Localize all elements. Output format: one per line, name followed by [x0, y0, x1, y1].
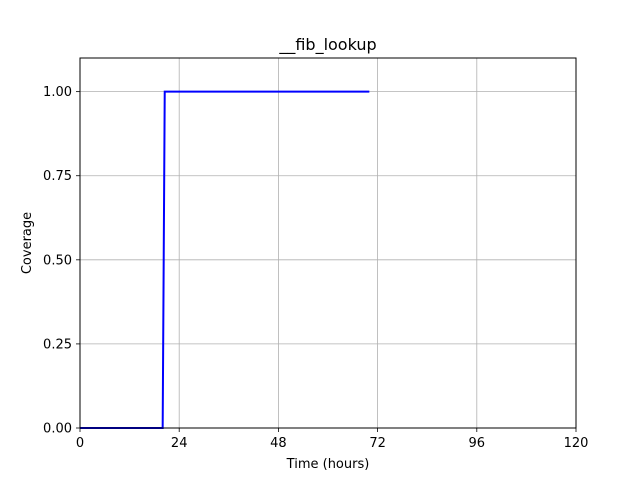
plot-frame	[79, 57, 577, 429]
y-axis-label: Coverage	[20, 212, 35, 274]
y-tick-label: 0.25	[43, 337, 72, 352]
y-tick-label: 0.50	[43, 253, 72, 268]
x-tick-label: 120	[564, 436, 589, 451]
x-tick-label: 0	[76, 436, 84, 451]
y-tick-label: 0.00	[43, 422, 72, 437]
chart-title: __fib_lookup	[278, 35, 376, 55]
x-tick-label: 48	[270, 436, 287, 451]
tick-layer: 0 24 48 72 96 120 0.00 0.25 0.50 0.75 1.00	[43, 85, 588, 451]
x-axis-label: Time (hours)	[286, 457, 370, 472]
y-tick-label: 1.00	[43, 85, 72, 100]
x-tick-label: 72	[369, 436, 386, 451]
y-tick-label: 0.75	[43, 169, 72, 184]
x-tick-label: 96	[469, 436, 486, 451]
x-tick-label: 24	[171, 436, 188, 451]
